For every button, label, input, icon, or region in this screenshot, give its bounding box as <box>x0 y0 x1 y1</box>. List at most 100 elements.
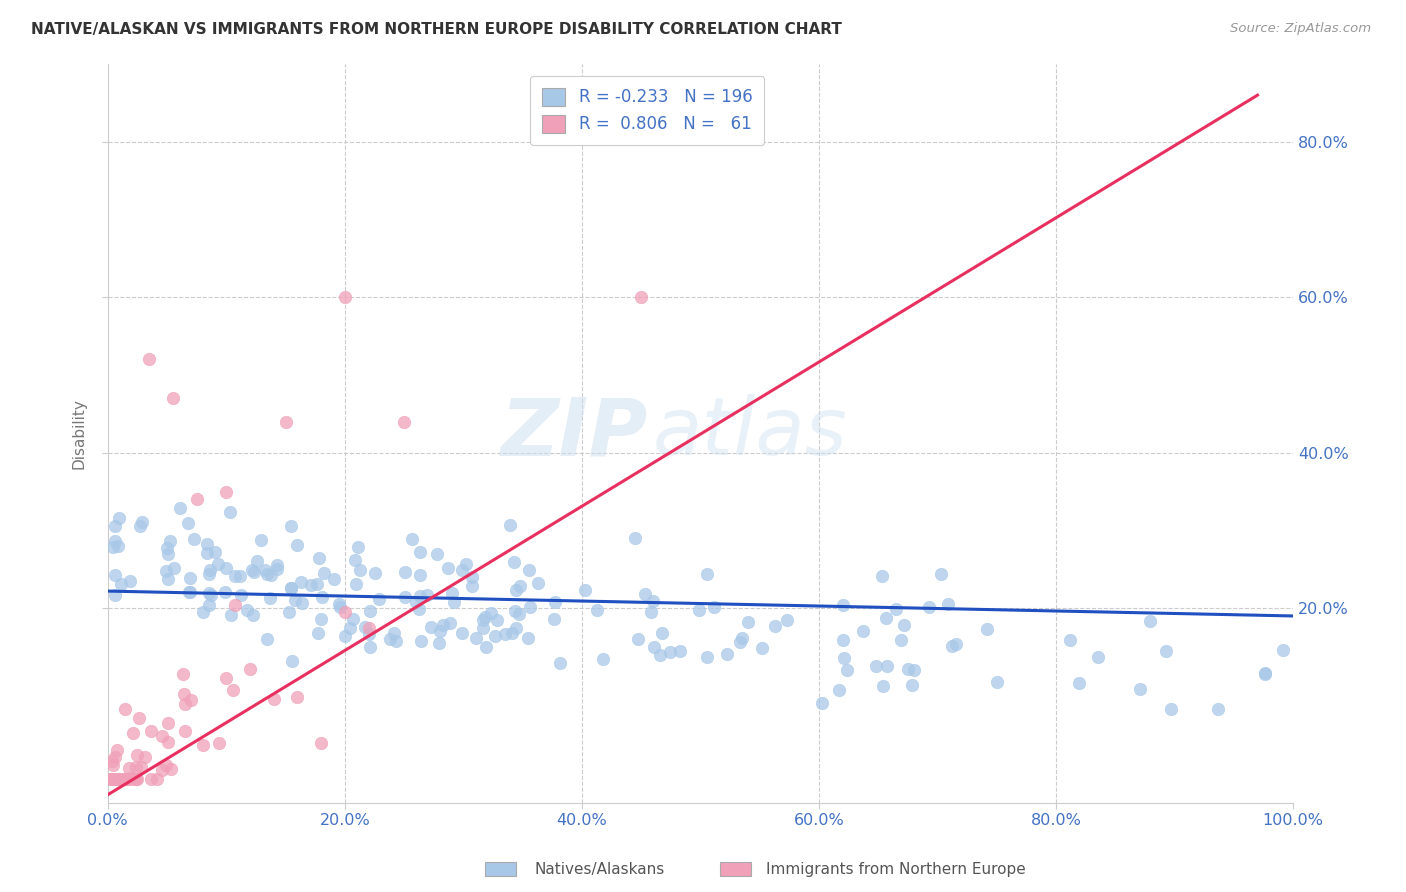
Text: atlas: atlas <box>652 394 848 472</box>
Point <box>207 557 229 571</box>
Point <box>884 601 907 615</box>
Point <box>173 687 195 701</box>
Point <box>112 772 135 787</box>
Point <box>443 595 465 609</box>
Point <box>287 690 309 705</box>
Point <box>309 736 332 750</box>
Point <box>461 580 484 594</box>
Point <box>1160 702 1182 716</box>
Point <box>174 697 197 711</box>
Point <box>156 547 179 561</box>
Point <box>416 588 439 602</box>
Point <box>641 594 664 608</box>
Point <box>503 555 526 569</box>
Point <box>810 696 832 710</box>
Text: Natives/Alaskans: Natives/Alaskans <box>534 863 665 877</box>
Text: ZIP: ZIP <box>499 394 647 472</box>
Point <box>110 577 132 591</box>
Point <box>364 566 387 581</box>
Point <box>436 561 458 575</box>
Point <box>177 516 200 530</box>
Point <box>191 739 214 753</box>
Point <box>155 541 177 555</box>
Point <box>186 492 208 507</box>
Point <box>204 545 226 559</box>
Point <box>409 589 432 603</box>
Point <box>198 598 221 612</box>
Point <box>307 626 329 640</box>
Point <box>197 567 219 582</box>
Point <box>405 595 427 609</box>
Point <box>280 518 302 533</box>
Text: Source: ZipAtlas.com: Source: ZipAtlas.com <box>1230 22 1371 36</box>
Point <box>945 637 967 651</box>
Y-axis label: Disability: Disability <box>72 398 86 468</box>
Point <box>543 612 565 626</box>
Point <box>359 640 381 655</box>
Point <box>1254 666 1277 681</box>
Point <box>290 574 312 589</box>
Point <box>172 667 194 681</box>
Point <box>240 563 263 577</box>
Point <box>427 636 450 650</box>
Point <box>299 577 322 591</box>
Point <box>349 563 371 577</box>
Point <box>865 658 887 673</box>
Point <box>409 568 432 582</box>
Point <box>472 613 495 627</box>
Point <box>328 597 350 611</box>
Point <box>118 574 141 589</box>
Point <box>986 675 1008 690</box>
Point <box>703 600 725 615</box>
Point <box>409 544 432 558</box>
Point <box>876 659 898 673</box>
Point <box>439 615 461 630</box>
Point <box>159 763 181 777</box>
Point <box>163 561 186 575</box>
Point <box>505 583 527 598</box>
Point <box>394 590 416 604</box>
Point <box>688 603 710 617</box>
Point <box>266 561 288 575</box>
Point <box>918 599 941 614</box>
Point <box>169 500 191 515</box>
Point <box>659 645 682 659</box>
Point <box>108 772 131 787</box>
Point <box>1154 644 1177 658</box>
Point <box>263 691 285 706</box>
Point <box>474 610 496 624</box>
Point <box>159 534 181 549</box>
Point <box>475 640 498 654</box>
Point <box>450 625 472 640</box>
Point <box>200 588 222 602</box>
Point <box>125 772 148 787</box>
Point <box>260 568 283 582</box>
Point <box>129 760 152 774</box>
Point <box>1087 649 1109 664</box>
Point <box>737 615 759 630</box>
Point <box>501 626 523 640</box>
Point <box>643 640 665 654</box>
Point <box>274 415 297 429</box>
Point <box>259 591 281 605</box>
Point <box>236 603 259 617</box>
Point <box>112 772 135 787</box>
Point <box>411 633 433 648</box>
Point <box>893 617 915 632</box>
Point <box>731 631 754 645</box>
Point <box>229 569 252 583</box>
Point <box>451 563 474 577</box>
Point <box>1206 702 1229 716</box>
Point <box>134 749 156 764</box>
Point <box>174 724 197 739</box>
Point <box>146 772 169 787</box>
Point <box>129 518 152 533</box>
Point <box>870 569 893 583</box>
Point <box>1254 666 1277 681</box>
Point <box>219 607 242 622</box>
Point <box>357 622 380 636</box>
Point <box>903 663 925 677</box>
Point <box>309 612 332 626</box>
Point <box>215 484 238 499</box>
Point <box>101 758 124 772</box>
